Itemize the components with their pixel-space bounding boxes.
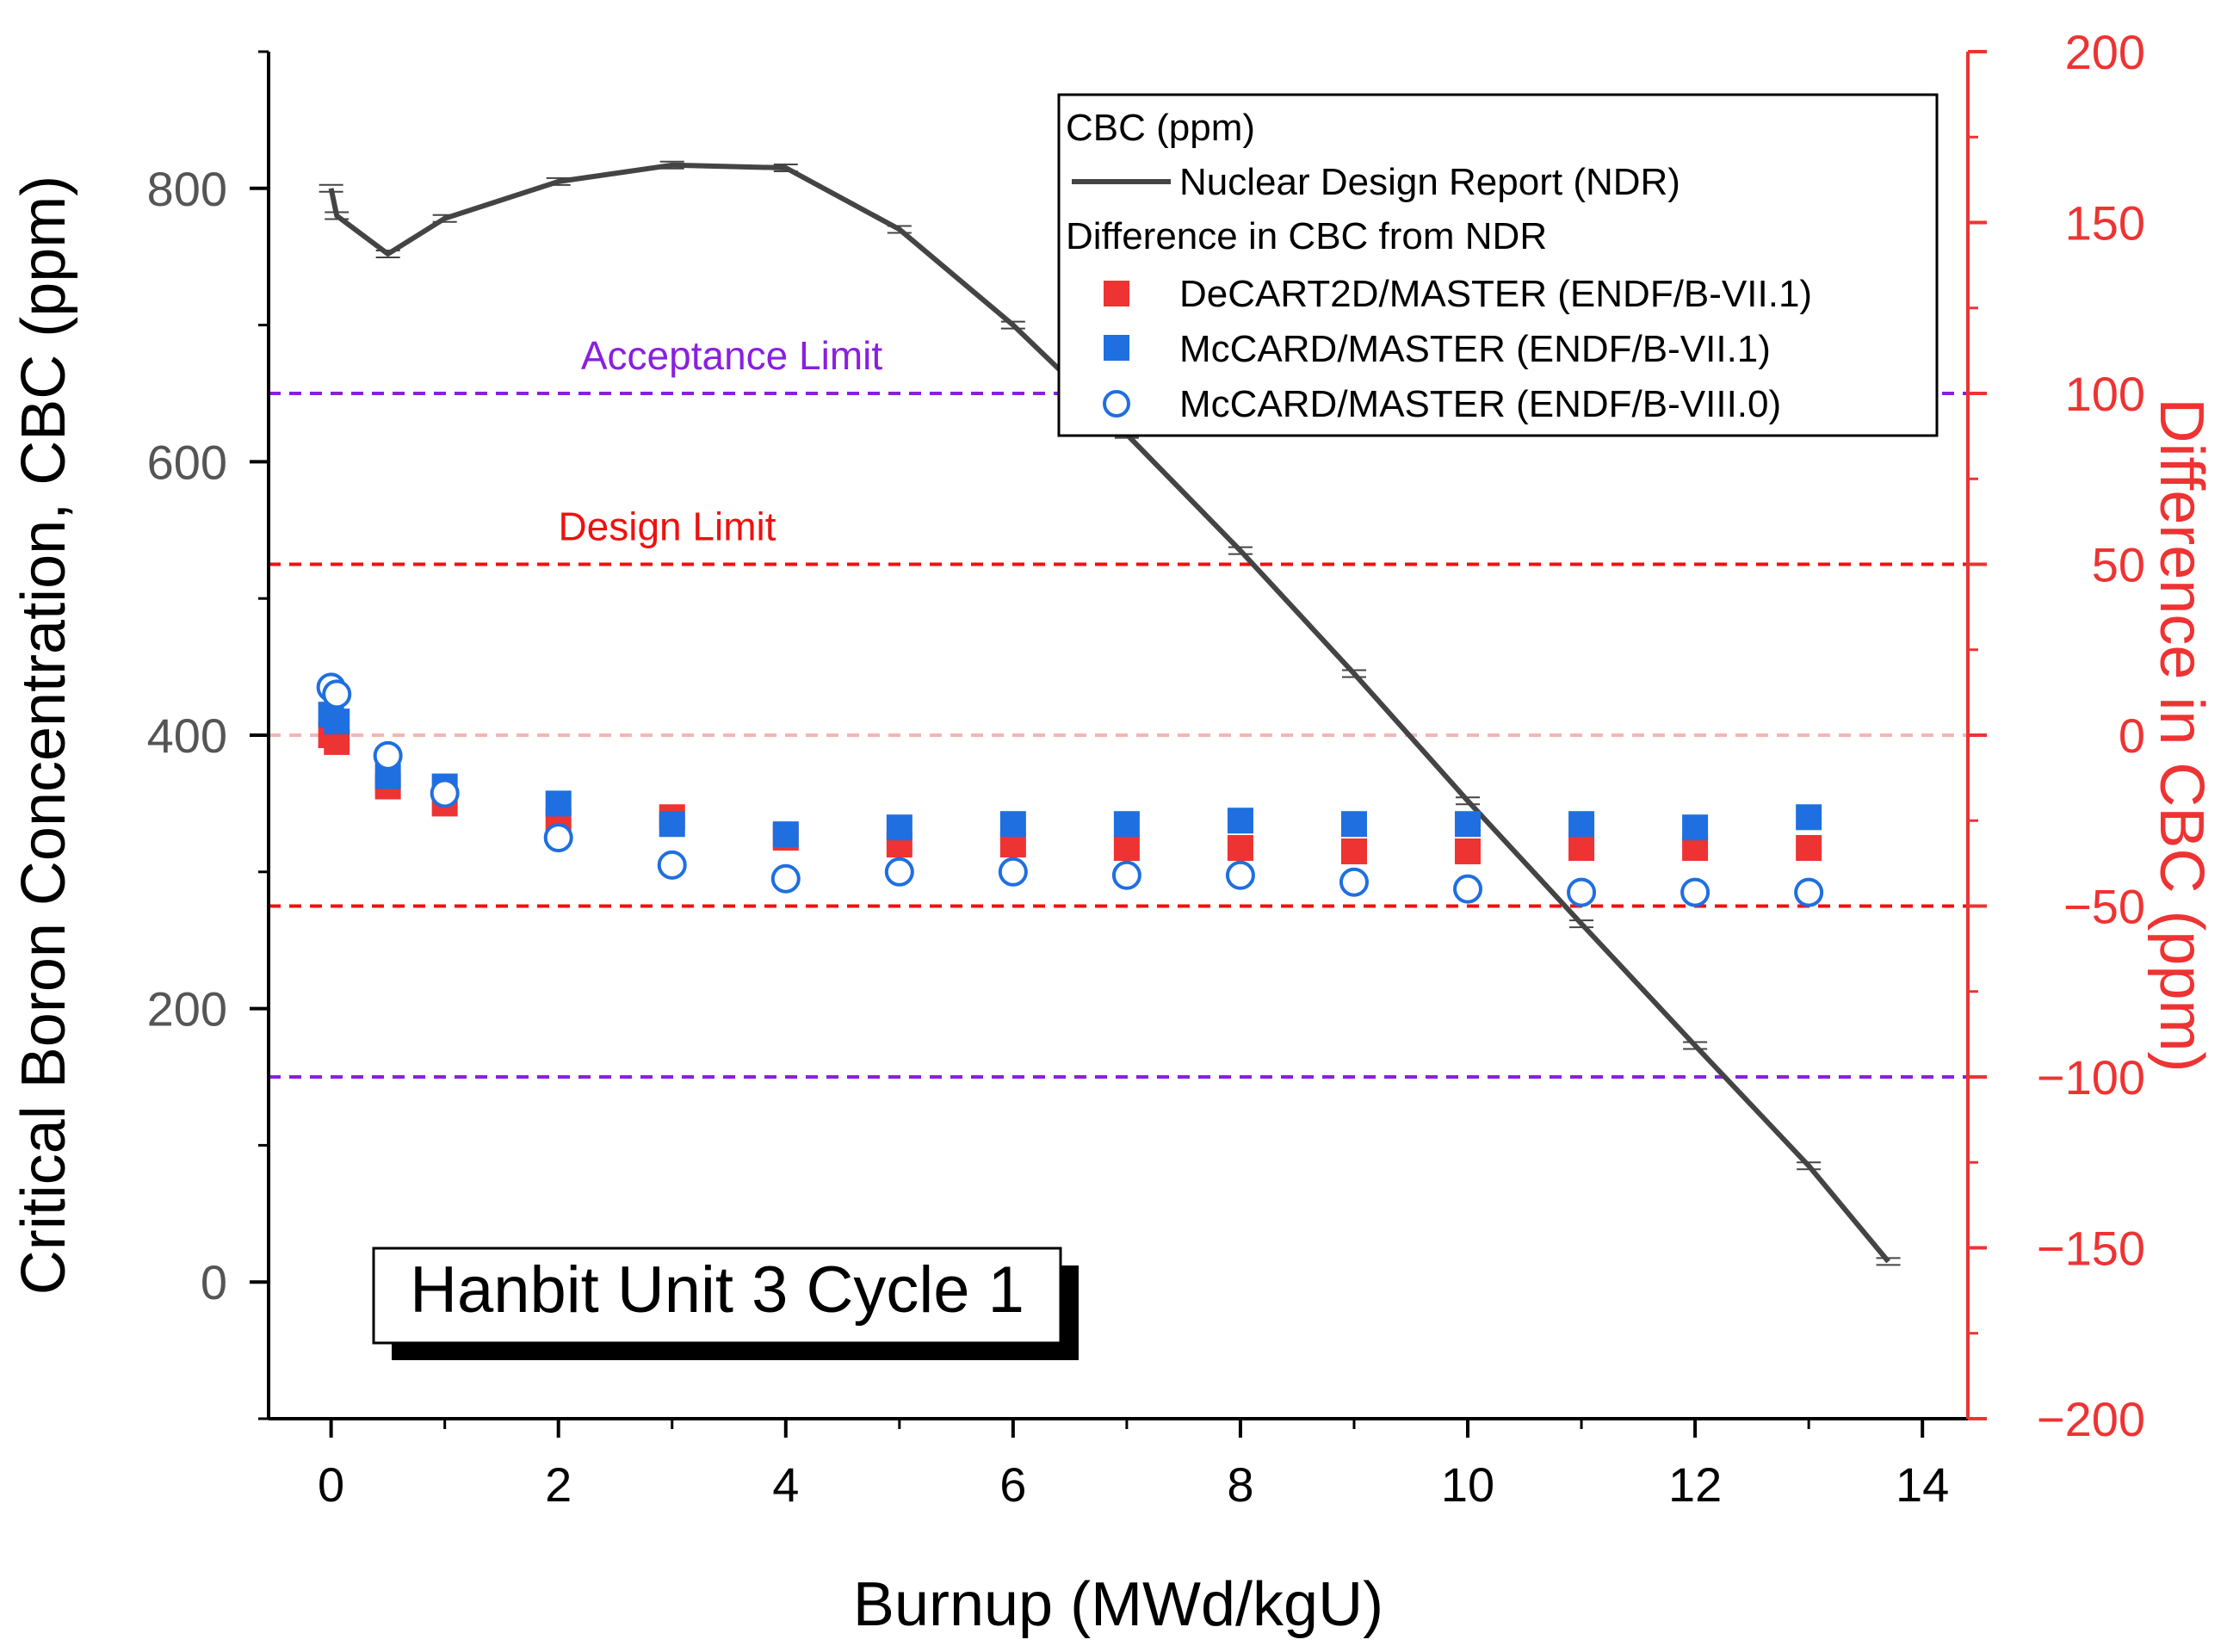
marker-decart-vii1 <box>1227 835 1253 862</box>
x-tick-label: 2 <box>545 1457 572 1512</box>
marker-mccard-viii0 <box>770 863 801 894</box>
legend-ndr-label: Nuclear Design Report (NDR) <box>1179 161 1680 203</box>
legend-mccard80-marker <box>1103 390 1130 418</box>
annotation-box <box>372 1247 1062 1345</box>
marker-mccard-vii1 <box>886 814 912 841</box>
right-y-axis-title: Difference in CBC (ppm) <box>2147 399 2216 1073</box>
x-axis-title: Burnup (MWd/kgU) <box>853 1570 1383 1639</box>
marker-mccard-viii0 <box>430 778 460 808</box>
legend-decart-marker <box>1104 281 1129 306</box>
left-y-axis-title: Critical Boron Concentration, CBC (ppm) <box>9 176 78 1295</box>
marker-mccard-vii1 <box>1113 811 1140 838</box>
x-tick-label: 12 <box>1668 1457 1722 1512</box>
marker-mccard-viii0 <box>373 740 403 770</box>
marker-mccard-vii1 <box>999 811 1026 838</box>
marker-mccard-vii1 <box>1568 811 1595 838</box>
marker-mccard-viii0 <box>1111 860 1141 890</box>
right-y-tick-label: 200 <box>2065 25 2145 79</box>
marker-mccard-vii1 <box>324 708 350 735</box>
right-y-tick-label: 150 <box>2065 196 2145 251</box>
annotation-text: Hanbit Unit 3 Cycle 1 <box>410 1253 1024 1327</box>
marker-mccard-viii0 <box>1567 877 1597 907</box>
marker-decart-vii1 <box>1568 835 1595 862</box>
x-tick-label: 0 <box>318 1457 344 1512</box>
design-limit-label: Design Limit <box>558 504 776 549</box>
marker-mccard-vii1 <box>1682 814 1709 841</box>
right-y-tick-label: −100 <box>2037 1050 2145 1104</box>
legend-header: CBC (ppm) <box>1066 107 1255 149</box>
marker-mccard-vii1 <box>659 811 685 838</box>
marker-decart-vii1 <box>1796 835 1822 862</box>
marker-mccard-viii0 <box>543 823 573 853</box>
legend-mccard71-marker <box>1104 335 1129 361</box>
marker-mccard-vii1 <box>1227 807 1253 834</box>
right-y-tick-label: 0 <box>2119 708 2145 763</box>
x-tick-label: 14 <box>1896 1457 1949 1512</box>
left-y-tick-label: 0 <box>201 1255 227 1309</box>
marker-mccard-vii1 <box>772 821 799 848</box>
x-tick-label: 6 <box>999 1457 1026 1512</box>
right-y-tick-label: 100 <box>2065 367 2145 421</box>
marker-mccard-viii0 <box>322 679 352 709</box>
legend: CBC (ppm) Nuclear Design Report (NDR) Di… <box>1057 93 1939 437</box>
marker-decart-vii1 <box>1113 835 1140 862</box>
marker-mccard-vii1 <box>1455 811 1482 838</box>
x-tick-label: 10 <box>1441 1457 1494 1512</box>
marker-mccard-viii0 <box>1794 877 1824 907</box>
left-y-tick-label: 600 <box>147 435 227 489</box>
left-y-tick-label: 400 <box>147 708 227 763</box>
marker-mccard-vii1 <box>545 790 572 817</box>
right-y-tick-label: −150 <box>2037 1222 2145 1276</box>
x-tick-label: 8 <box>1227 1457 1253 1512</box>
left-y-tick-label: 800 <box>147 162 227 216</box>
right-y-tick-label: 50 <box>2092 538 2145 592</box>
legend-mccard80-label: McCARD/MASTER (ENDF/B-VIII.0) <box>1179 383 1781 425</box>
marker-mccard-viii0 <box>1225 860 1255 890</box>
legend-mccard71-label: McCARD/MASTER (ENDF/B-VII.1) <box>1179 328 1771 370</box>
legend-decart-label: DeCART2D/MASTER (ENDF/B-VII.1) <box>1179 273 1812 315</box>
marker-mccard-viii0 <box>657 850 687 880</box>
marker-mccard-viii0 <box>1453 874 1483 904</box>
legend-subheader: Difference in CBC from NDR <box>1066 215 1547 257</box>
right-y-tick-label: −50 <box>2063 880 2145 934</box>
marker-mccard-vii1 <box>1340 811 1367 838</box>
annotation-layer: Hanbit Unit 3 Cycle 1 <box>372 1247 1079 1360</box>
marker-mccard-vii1 <box>1796 804 1822 831</box>
x-tick-label: 4 <box>772 1457 799 1512</box>
marker-mccard-viii0 <box>1339 867 1369 897</box>
marker-mccard-viii0 <box>998 857 1028 887</box>
marker-mccard-viii0 <box>884 857 914 887</box>
marker-decart-vii1 <box>1340 838 1367 864</box>
axes: 0 2 4 6 8 10 12 14 0 200 400 600 800 −200 −150 −100 −50 0… <box>9 25 2216 1639</box>
ndr-line <box>328 162 1890 1264</box>
left-y-tick-label: 200 <box>147 982 227 1036</box>
acceptance-limit-label: Acceptance Limit <box>581 333 882 378</box>
marker-decart-vii1 <box>1455 838 1482 864</box>
marker-mccard-viii0 <box>1680 877 1710 907</box>
right-y-tick-label: −200 <box>2037 1392 2145 1446</box>
series-layer <box>316 160 1901 1266</box>
legend-box <box>1057 93 1939 437</box>
